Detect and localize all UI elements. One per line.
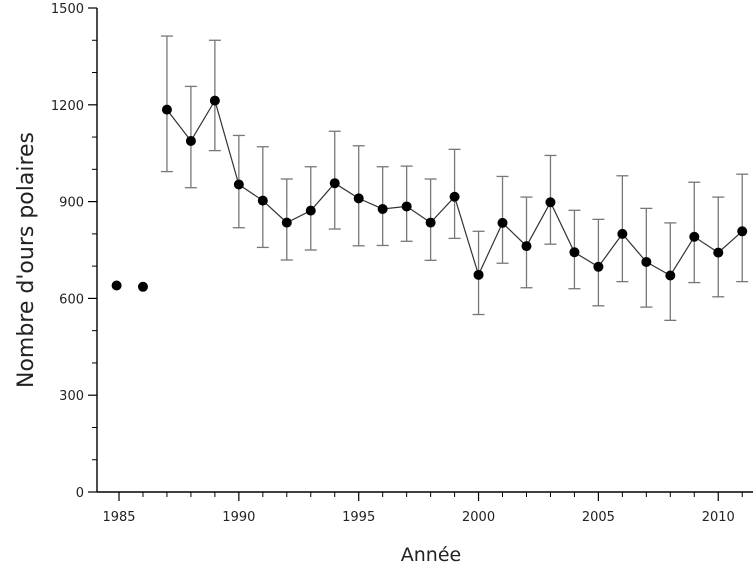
y-tick-label: 1200: [51, 99, 84, 114]
data-point: [329, 178, 340, 189]
y-tick-label: 1500: [51, 2, 84, 17]
x-tick-label: 1985: [102, 510, 135, 525]
data-point: [521, 241, 532, 252]
x-tick-label: 1995: [342, 510, 375, 525]
y-tick-label: 300: [59, 389, 84, 404]
data-point: [617, 228, 628, 239]
tick-labels: 0 300 600 900 1200 1500 1985 1990 1995 2000 2005 20…: [51, 2, 735, 525]
data-point: [713, 247, 724, 258]
data-points: [111, 95, 748, 292]
data-point: [737, 226, 748, 237]
data-point: [353, 193, 364, 204]
x-tick-label: 2005: [582, 510, 615, 525]
data-point: [473, 269, 484, 280]
data-point: [497, 217, 508, 228]
y-tick-label: 0: [76, 486, 84, 501]
x-axis-label: Année: [401, 544, 461, 566]
data-point: [209, 95, 220, 106]
data-point: [233, 179, 244, 190]
data-point: [185, 135, 196, 146]
y-axis-label: Nombre d'ours polaires: [14, 132, 39, 388]
data-point: [545, 197, 556, 208]
data-point: [665, 270, 676, 281]
y-tick-label: 900: [59, 196, 84, 211]
axes: [88, 7, 753, 501]
y-tick-label: 600: [59, 292, 84, 307]
data-point: [377, 204, 388, 215]
data-point: [593, 261, 604, 272]
x-tick-label: 2000: [462, 510, 495, 525]
data-point: [569, 247, 580, 258]
data-point: [425, 217, 436, 228]
data-point: [305, 205, 316, 216]
data-point: [641, 256, 652, 267]
error-bars: [160, 35, 749, 321]
data-point: [401, 201, 412, 212]
data-point-isolated: [111, 280, 122, 291]
data-point: [281, 217, 292, 228]
data-point: [161, 104, 172, 115]
data-point: [689, 231, 700, 242]
data-point: [257, 195, 268, 206]
data-point: [449, 191, 460, 202]
data-point-isolated: [137, 281, 148, 292]
x-tick-label: 1990: [222, 510, 255, 525]
x-tick-label: 2010: [702, 510, 735, 525]
